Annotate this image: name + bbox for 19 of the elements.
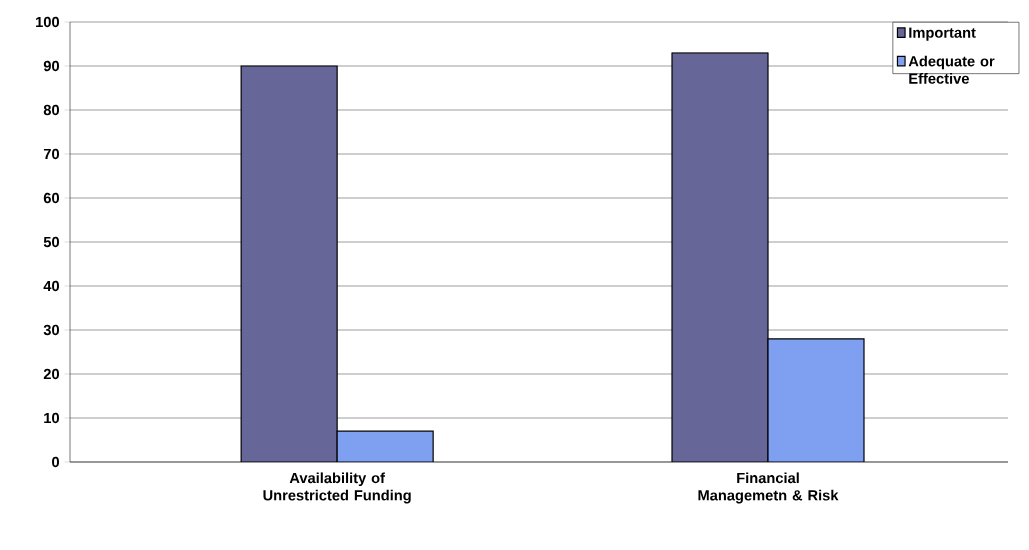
bar [671, 52, 769, 462]
bar [767, 338, 865, 462]
x-tick-label: Financial Managemetn & Risk [698, 472, 839, 504]
y-tick-label: 10 [44, 412, 59, 424]
y-tick-label: 30 [43, 324, 59, 336]
y-tick-label: 60 [43, 192, 59, 204]
x-tick-label: Availability of Unrestricted Funding [263, 472, 411, 504]
y-tick-label: 50 [43, 236, 59, 248]
y-tick-label: 80 [43, 104, 59, 116]
y-tick-label: 100 [36, 16, 59, 28]
y-tick-label: 0 [52, 456, 59, 468]
bar [240, 65, 338, 462]
legend-label: Important [909, 27, 976, 41]
y-tick-label: 40 [43, 280, 59, 292]
bar [336, 430, 434, 462]
y-tick-label: 70 [43, 148, 59, 160]
y-tick-label: 90 [43, 60, 59, 72]
y-tick-label: 20 [43, 368, 59, 380]
legend-label: Adequate or Effective [908, 55, 995, 84]
